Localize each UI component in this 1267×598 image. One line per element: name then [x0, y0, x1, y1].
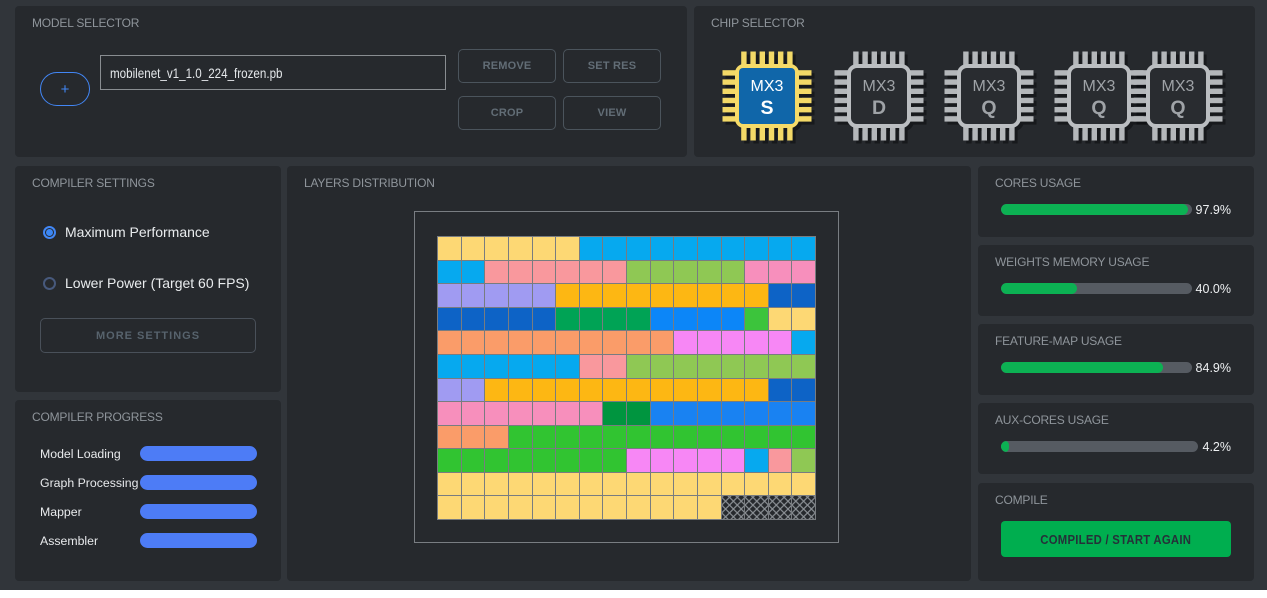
svg-text:Q: Q [981, 97, 996, 119]
svg-text:MX3: MX3 [1161, 78, 1194, 95]
svg-text:MX3: MX3 [1083, 78, 1116, 95]
svg-text:MX3: MX3 [862, 78, 895, 95]
svg-text:MX3: MX3 [751, 78, 784, 95]
svg-text:Q: Q [1170, 97, 1185, 119]
svg-text:D: D [871, 97, 885, 119]
svg-text:Q: Q [1091, 97, 1106, 119]
svg-text:S: S [760, 97, 773, 119]
svg-text:MX3: MX3 [972, 78, 1005, 95]
